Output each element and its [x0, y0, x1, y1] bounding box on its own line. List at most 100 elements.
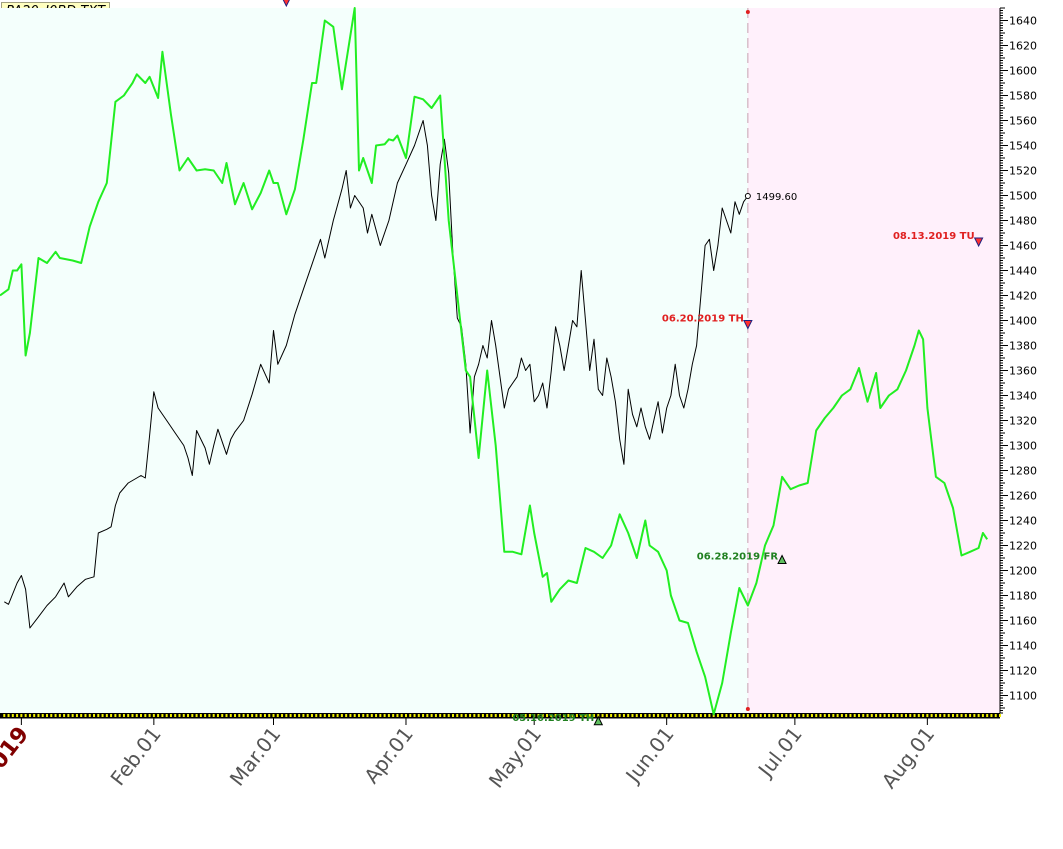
x-day-marker — [383, 714, 386, 717]
forecast-line — [0, 7, 989, 716]
x-day-marker — [169, 714, 172, 717]
y-tick-label: 1500 — [1009, 190, 1037, 203]
x-day-marker — [336, 714, 339, 717]
x-day-marker — [614, 714, 617, 717]
y-tick-label: 1420 — [1009, 290, 1037, 303]
trough-label: 05.16.2019 TH — [512, 713, 594, 724]
x-day-marker — [896, 714, 899, 717]
peak-marker — [743, 320, 753, 330]
x-day-marker — [225, 714, 228, 717]
peak-label: 06.20.2019 TH — [662, 314, 744, 325]
x-day-marker — [597, 714, 600, 717]
x-day-marker — [75, 714, 78, 717]
x-day-marker — [610, 714, 613, 717]
x-day-marker — [199, 714, 202, 717]
x-day-marker — [293, 714, 296, 717]
x-day-marker — [986, 714, 989, 717]
x-day-marker — [862, 714, 865, 717]
x-day-marker — [178, 714, 181, 717]
x-day-marker — [644, 714, 647, 717]
x-day-marker — [618, 714, 621, 717]
x-day-marker — [892, 714, 895, 717]
x-tick-label: May.01 — [484, 722, 546, 792]
y-tick-label: 1200 — [1009, 565, 1037, 578]
y-tick-label: 1220 — [1009, 540, 1037, 553]
x-day-marker — [80, 714, 83, 717]
x-day-marker — [379, 714, 382, 717]
x-day-marker — [580, 714, 583, 717]
x-day-marker — [50, 714, 53, 717]
x-day-marker — [422, 714, 425, 717]
x-day-marker — [276, 714, 279, 717]
x-day-marker — [387, 714, 390, 717]
x-day-marker — [370, 714, 373, 717]
y-tick-label: 1600 — [1009, 65, 1037, 78]
x-tick-label: Mar.01 — [225, 722, 286, 790]
x-day-marker — [687, 714, 690, 717]
history-background — [0, 8, 748, 713]
x-day-marker — [242, 714, 245, 717]
x-day-marker — [853, 714, 856, 717]
x-day-marker — [943, 714, 946, 717]
x-day-marker — [939, 714, 942, 717]
x-day-marker — [768, 714, 771, 717]
x-day-marker — [699, 714, 702, 717]
y-tick-label: 1460 — [1009, 240, 1037, 253]
x-day-marker — [157, 714, 160, 717]
trough-marker — [777, 554, 787, 564]
x-day-marker — [71, 714, 74, 717]
x-day-marker — [481, 714, 484, 717]
x-day-marker — [174, 714, 177, 717]
x-day-marker — [259, 714, 262, 717]
x-day-marker — [528, 714, 531, 717]
x-day-marker — [434, 714, 437, 717]
x-day-marker — [674, 714, 677, 717]
x-day-marker — [857, 714, 860, 717]
x-day-marker — [413, 714, 416, 717]
x-day-marker — [464, 714, 467, 717]
y-axis: 1100 1120 1140 1160 1180 1200 1220 1240 1260 1280… — [999, 7, 1037, 714]
x-day-marker — [789, 714, 792, 717]
x-day-marker — [131, 714, 134, 717]
x-day-marker — [913, 714, 916, 717]
x-day-marker — [652, 714, 655, 717]
x-day-marker — [54, 714, 57, 717]
x-day-marker — [537, 714, 540, 717]
y-tick-label: 1120 — [1009, 665, 1037, 678]
x-tick-label: Jul.01 — [752, 722, 807, 782]
x-day-marker — [499, 714, 501, 717]
x-day-marker — [152, 714, 155, 717]
x-day-marker — [404, 714, 407, 717]
y-tick-label: 1100 — [1009, 690, 1037, 703]
x-day-marker — [127, 714, 130, 717]
x-day-marker — [353, 714, 356, 717]
trough-marker — [593, 715, 604, 726]
x-day-marker — [289, 714, 292, 717]
x-day-marker — [477, 714, 480, 717]
x-day-marker — [798, 714, 801, 717]
x-day-marker — [439, 714, 442, 717]
x-day-marker — [447, 714, 450, 717]
x-day-marker — [144, 714, 147, 717]
x-day-marker — [635, 714, 638, 717]
x-day-marker — [135, 714, 138, 717]
x-day-marker — [571, 714, 574, 717]
x-day-marker — [828, 714, 831, 717]
x-day-marker — [41, 714, 44, 717]
x-day-marker — [148, 714, 151, 717]
x-day-marker — [648, 714, 651, 717]
x-day-marker — [507, 714, 510, 717]
x-day-marker — [409, 714, 412, 717]
price-line — [4, 120, 749, 629]
x-day-marker — [734, 714, 737, 717]
x-day-marker — [691, 714, 694, 717]
y-tick-label: 1140 — [1009, 640, 1037, 653]
x-day-marker — [669, 714, 672, 717]
x-day-marker — [956, 714, 959, 717]
x-day-marker — [849, 714, 852, 717]
x-day-marker — [866, 714, 869, 717]
x-day-marker — [430, 714, 433, 717]
x-day-marker — [875, 714, 878, 717]
x-day-marker — [601, 714, 604, 717]
x-day-marker — [524, 714, 527, 717]
